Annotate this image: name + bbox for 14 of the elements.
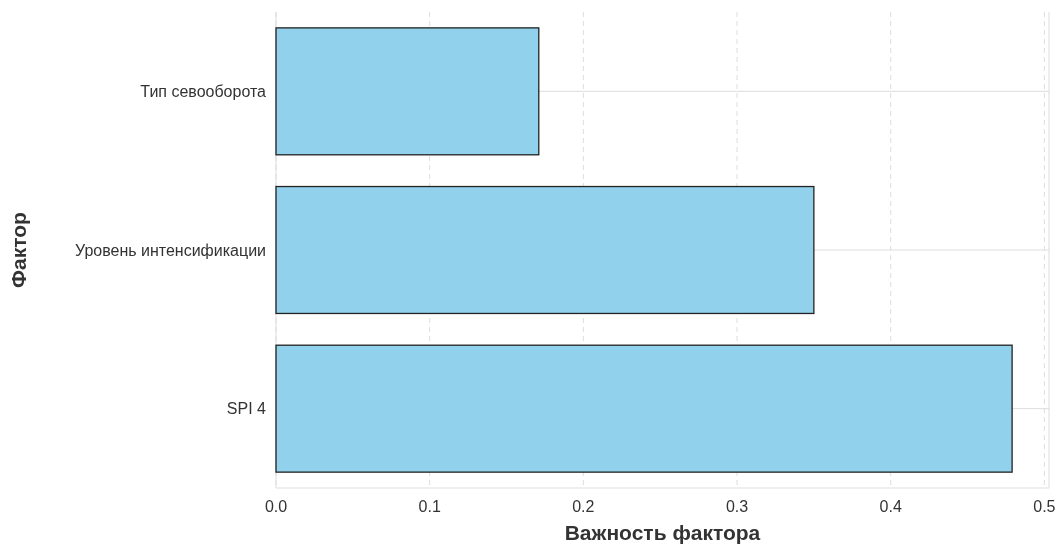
bar [275,185,815,315]
x-tick-label: 0.3 [725,498,749,515]
bar [275,344,1013,473]
y-axis-title: Фактор [7,212,30,288]
bar [275,27,540,156]
x-tick-label: 0.5 [1033,498,1056,515]
y-tick-label: Тип севооборота [140,82,267,100]
y-tick-label: Уровень интенсификации [74,241,266,259]
x-tick-label: 0.2 [572,498,595,515]
x-tick-label: 0.4 [879,498,902,515]
y-tick-label: SPI 4 [226,400,267,418]
x-tick-label: 0.1 [418,498,441,515]
x-tick-label: 0.0 [264,498,288,515]
x-axis-title: Важность фактора [564,521,761,544]
